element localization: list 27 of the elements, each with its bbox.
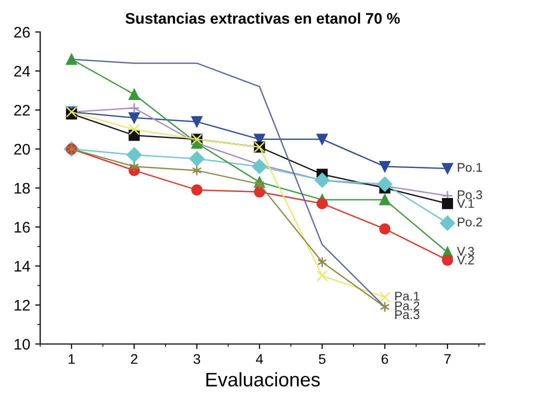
x-tick-label: 5: [318, 354, 326, 364]
series-label: V.3: [456, 246, 474, 256]
x-tick-label: 1: [68, 354, 75, 364]
y-tick-label: 26: [14, 26, 30, 38]
chart-title: Sustancias extractivas en etanol 70 %: [126, 12, 400, 24]
x-tick-label: 2: [131, 354, 138, 364]
y-tick-label: 22: [14, 104, 30, 116]
x-tick-label: 7: [444, 354, 451, 364]
y-tick-label: 20: [14, 144, 30, 155]
x-tick-label: 4: [256, 354, 263, 364]
y-tick-label: 18: [14, 182, 30, 194]
y-tick-label: 14: [14, 261, 30, 272]
series-label: Pa.3: [395, 310, 420, 320]
x-tick-label: 3: [194, 354, 200, 364]
series-label: Po.2: [458, 218, 482, 226]
series-label: Po.1: [458, 163, 482, 172]
x-axis-title: Evaluaciones: [206, 372, 320, 387]
y-tick-label: 16: [14, 222, 30, 233]
x-tick-label: 6: [382, 354, 388, 364]
series-label: V.2: [456, 256, 474, 264]
series-label: V.1: [456, 199, 474, 208]
y-tick-label: 10: [14, 338, 30, 350]
y-tick-label: 12: [14, 300, 30, 311]
series-label: Pa.1: [395, 292, 420, 301]
series-label: Pa.2: [395, 301, 420, 310]
y-tick-label: 24: [14, 66, 30, 77]
series-label: Po.3: [458, 190, 482, 200]
